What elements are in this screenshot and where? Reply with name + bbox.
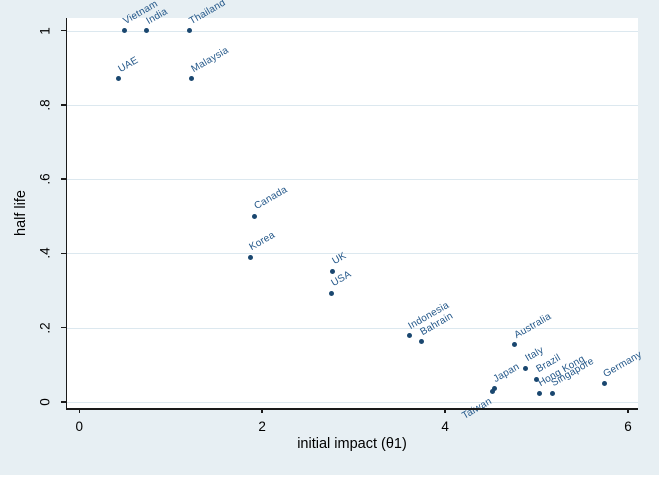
- x-axis-line: [65, 408, 638, 410]
- marker-label-germany: Germany: [601, 349, 645, 380]
- x-tick-6: [627, 408, 629, 413]
- x-tick-label-4: 4: [441, 419, 449, 434]
- plot-area: 0.2.4.6.8 1 0 2 4 6 Vietnam India Thailand UAE Mal…: [38, 0, 645, 434]
- y-tick-label-0: 0: [37, 398, 53, 406]
- marker-dot-singapore: [549, 390, 555, 396]
- y-tick-0: [61, 401, 66, 403]
- y-tick-label-.6: .6: [37, 173, 53, 185]
- marker-dot-indonesia: [406, 333, 412, 339]
- y-tick-label-.2: .2: [37, 322, 53, 334]
- marker-dot-italy: [523, 365, 529, 371]
- marker-label-australia: Australia: [512, 310, 553, 341]
- x-tick-2: [261, 408, 263, 413]
- marker-dot-taiwan: [490, 389, 496, 395]
- marker-dot-vietnam: [121, 28, 127, 34]
- x-axis-title: initial impact (θ1): [297, 436, 407, 452]
- marker-dot-india: [144, 28, 150, 34]
- marker-dot-australia: [512, 342, 518, 348]
- marker-label-malaysia: Malaysia: [189, 44, 231, 75]
- marker-dot-canada: [252, 213, 258, 219]
- marker-label-canada: Canada: [252, 184, 290, 213]
- marker-label-japan: Japan: [491, 360, 522, 385]
- marker-dot-usa: [329, 290, 335, 296]
- y-tick-.6: [61, 178, 66, 180]
- marker-label-korea: Korea: [247, 229, 278, 254]
- gridline-y-.4: [67, 253, 638, 255]
- marker-dot-malaysia: [189, 76, 195, 82]
- y-axis-title: half life: [13, 190, 29, 236]
- y-tick-1: [61, 29, 66, 32]
- marker-label-uae: UAE: [116, 54, 140, 75]
- x-tick-label-0: 0: [75, 419, 84, 434]
- gridline-y-.2: [67, 327, 638, 329]
- x-tick-label-2: 2: [258, 419, 266, 434]
- marker-dot-germany: [601, 381, 607, 387]
- y-tick-label-1: 1: [37, 26, 53, 35]
- x-tick-0: [78, 408, 81, 413]
- gridline-y-0: [67, 402, 638, 403]
- y-tick-.8: [61, 104, 66, 106]
- marker-dot-thailand: [187, 28, 193, 34]
- y-tick-.2: [61, 326, 66, 329]
- x-tick-4: [444, 408, 446, 413]
- marker-dot-bahrain: [418, 339, 424, 345]
- gridline-y-1: [67, 30, 638, 32]
- y-axis-line: [65, 18, 67, 409]
- gridline-y-.8: [67, 104, 638, 106]
- marker-label-thailand: Thailand: [187, 0, 228, 27]
- gridline-y-.6: [67, 179, 638, 181]
- y-tick-.4: [61, 252, 66, 255]
- marker-dot-japan: [491, 386, 497, 392]
- y-tick-label-.4: .4: [37, 247, 53, 260]
- y-tick-label-.8: .8: [37, 99, 53, 111]
- marker-dot-hong-kong: [536, 390, 542, 396]
- marker-dot-korea: [247, 254, 253, 260]
- marker-dot-uk: [330, 268, 336, 274]
- marker-dot-brazil: [534, 376, 540, 382]
- x-tick-label-6: 6: [624, 419, 632, 434]
- marker-dot-uae: [116, 76, 122, 82]
